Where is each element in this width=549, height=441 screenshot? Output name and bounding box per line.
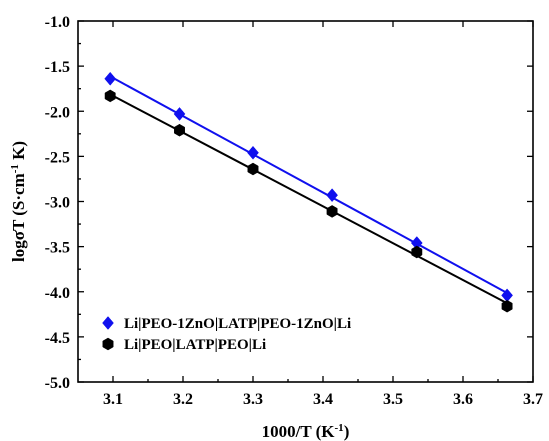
x-tick-label: 3.6 <box>453 391 473 408</box>
y-tick-label: -4.5 <box>45 330 70 347</box>
legend-label-series-2: Li|PEO|LATP|PEO|Li <box>124 337 266 353</box>
y-tick-label: -4.0 <box>45 285 70 302</box>
legend-label-series-1: Li|PEO-1ZnO|LATP|PEO-1ZnO|Li <box>124 316 351 332</box>
data-point-series-1 <box>247 145 259 160</box>
fit-lines <box>109 75 508 305</box>
x-tick-label: 3.1 <box>103 391 123 408</box>
data-point-series-1 <box>104 71 117 86</box>
x-tick-label: 3.4 <box>313 391 333 408</box>
legend-marker-series-1 <box>102 316 114 330</box>
y-tick-label: -2.5 <box>45 149 70 166</box>
data-point-series-2 <box>104 89 116 103</box>
data-point-series-2 <box>411 245 423 259</box>
x-axis-title: 1000/T (K-1) <box>262 422 350 441</box>
y-tick-label: -3.5 <box>45 240 70 257</box>
x-tick-label: 3.7 <box>523 391 543 408</box>
y-tick-label: -5.0 <box>45 375 70 392</box>
y-tick-label: -1.5 <box>45 59 70 76</box>
data-point-series-2 <box>501 299 513 313</box>
data-point-series-2 <box>326 205 338 218</box>
fit-line-series-2 <box>109 93 508 305</box>
y-tick-label: -2.0 <box>45 104 70 121</box>
data-point-series-1 <box>326 188 338 203</box>
x-tick-label: 3.3 <box>243 391 263 408</box>
y-tick-label: -3.0 <box>45 195 70 212</box>
data-point-series-1 <box>173 107 186 121</box>
x-tick-label: 3.5 <box>383 391 403 408</box>
legend-marker-series-2 <box>102 337 114 351</box>
y-axis-title: logσT (S·cm-1 K) <box>9 141 28 262</box>
data-point-series-2 <box>174 123 185 137</box>
data-point-series-2 <box>247 162 259 176</box>
fit-line-series-1 <box>109 75 508 294</box>
axes: 3.1 3.2 3.3 3.4 3.5 3.6 3.7 -1.0 -1.5 -2.0 -2.5 -3.… <box>45 14 543 408</box>
x-tick-label: 3.2 <box>173 391 193 408</box>
legend: Li|PEO-1ZnO|LATP|PEO-1ZnO|Li Li|PEO|LATP|… <box>102 316 351 353</box>
data-points <box>104 71 513 313</box>
y-tick-label: -1.0 <box>45 14 70 31</box>
